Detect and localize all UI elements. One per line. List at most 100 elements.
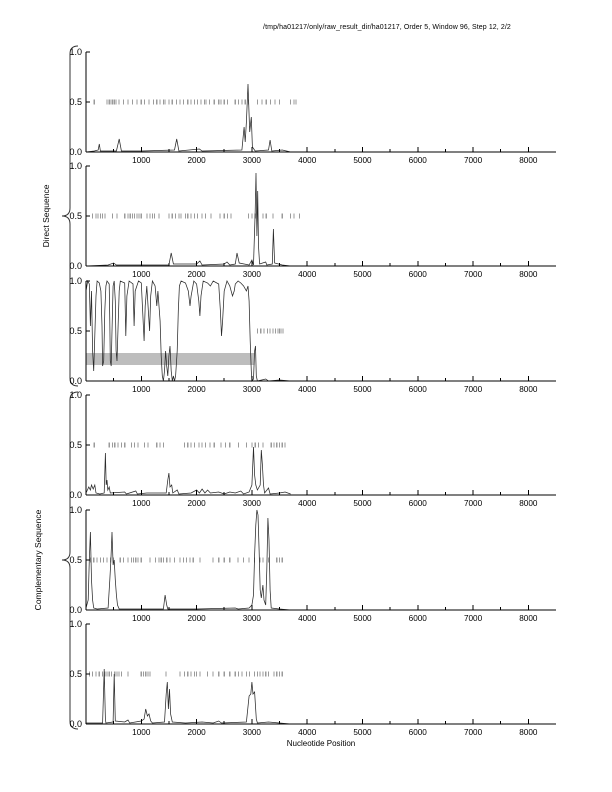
svg-text:7000: 7000: [464, 156, 483, 165]
svg-text:6000: 6000: [409, 156, 428, 165]
coding-potential-line: [85, 446, 291, 495]
svg-text:3000: 3000: [243, 156, 262, 165]
svg-text:8000: 8000: [519, 385, 538, 394]
svg-text:3000: 3000: [243, 728, 262, 737]
svg-text:5000: 5000: [353, 614, 372, 623]
svg-text:1.0: 1.0: [69, 390, 82, 400]
svg-text:2000: 2000: [187, 499, 206, 508]
y-tick-labels: 0.0 0.5 1.0: [69, 161, 82, 271]
svg-text:2000: 2000: [187, 270, 206, 279]
svg-text:0.0: 0.0: [69, 605, 82, 615]
coding-potential-line: [85, 172, 291, 267]
svg-text:8000: 8000: [519, 156, 538, 165]
svg-text:4000: 4000: [298, 385, 317, 394]
svg-text:0.0: 0.0: [69, 147, 82, 157]
svg-text:8000: 8000: [519, 270, 538, 279]
svg-text:7000: 7000: [464, 499, 483, 508]
panel-direct-frame-3-plot: 1000 2000 3000 4000 5000 6000 7000 8000 0.0 0.5 1.…: [69, 276, 556, 394]
codon-marker-row: [93, 99, 297, 105]
plot-title: /tmp/ha01217/only/raw_result_dir/ha01217…: [263, 24, 511, 31]
axes: [85, 623, 556, 725]
panel-direct-frame-1: 1000 2000 3000 4000 5000 6000 7000 8000 0.0 0.5 1.…: [60, 47, 560, 168]
svg-text:6000: 6000: [409, 270, 428, 279]
svg-text:0.0: 0.0: [69, 719, 82, 729]
svg-text:0.5: 0.5: [69, 440, 82, 450]
panel-complementary-frame-1: 1000 2000 3000 4000 5000 6000 7000 8000 0.0 0.5 1.…: [60, 390, 560, 511]
svg-text:6000: 6000: [409, 385, 428, 394]
svg-text:8000: 8000: [519, 728, 538, 737]
svg-text:1000: 1000: [132, 385, 151, 394]
svg-text:5000: 5000: [353, 270, 372, 279]
x-tick-labels: 1000 2000 3000 4000 5000 6000 7000 8000: [132, 614, 538, 623]
x-tick-labels: 1000 2000 3000 4000 5000 6000 7000 8000: [132, 385, 538, 394]
svg-text:7000: 7000: [464, 728, 483, 737]
svg-text:1000: 1000: [132, 270, 151, 279]
panel-direct-frame-1-plot: 1000 2000 3000 4000 5000 6000 7000 8000 0.0 0.5 1.…: [69, 47, 556, 165]
svg-text:7000: 7000: [464, 614, 483, 623]
svg-text:7000: 7000: [464, 270, 483, 279]
y-tick-labels: 0.0 0.5 1.0: [69, 390, 82, 500]
svg-text:3000: 3000: [243, 385, 262, 394]
panel-complementary-frame-2-plot: 1000 2000 3000 4000 5000 6000 7000 8000 0.0 0.5 1.…: [69, 505, 556, 623]
svg-text:4000: 4000: [298, 156, 317, 165]
svg-text:8000: 8000: [519, 499, 538, 508]
svg-text:3000: 3000: [243, 270, 262, 279]
svg-text:0.5: 0.5: [69, 555, 82, 565]
y-tick-labels: 0.0 0.5 1.0: [69, 619, 82, 729]
svg-text:1.0: 1.0: [69, 47, 82, 57]
svg-text:6000: 6000: [409, 499, 428, 508]
coding-potential-line: [85, 509, 291, 611]
svg-text:0.5: 0.5: [69, 669, 82, 679]
svg-text:6000: 6000: [409, 728, 428, 737]
codon-marker-row: [88, 671, 283, 677]
svg-text:2000: 2000: [187, 385, 206, 394]
svg-text:1.0: 1.0: [69, 276, 82, 286]
svg-text:4000: 4000: [298, 499, 317, 508]
axes: [85, 165, 556, 267]
svg-text:1000: 1000: [132, 499, 151, 508]
codon-marker-row: [256, 328, 284, 334]
svg-text:1000: 1000: [132, 156, 151, 165]
x-axis-title: Nucleotide Position: [286, 739, 356, 748]
axes: [85, 394, 556, 496]
complementary-sequence-label: Complementary Sequence: [33, 509, 43, 611]
panel-complementary-frame-3: 1000 2000 3000 4000 5000 6000 7000 8000 0.0 0.5 1.…: [60, 619, 560, 740]
y-tick-labels: 0.0 0.5 1.0: [69, 47, 82, 157]
direct-sequence-label: Direct Sequence: [41, 184, 51, 248]
y-tick-labels: 0.0 0.5 1.0: [69, 505, 82, 615]
svg-text:3000: 3000: [243, 614, 262, 623]
x-tick-labels: 1000 2000 3000 4000 5000 6000 7000 8000: [132, 270, 538, 279]
svg-text:6000: 6000: [409, 614, 428, 623]
svg-text:1.0: 1.0: [69, 505, 82, 515]
axes: [85, 280, 556, 382]
svg-text:0.0: 0.0: [69, 376, 82, 386]
svg-text:0.0: 0.0: [69, 261, 82, 271]
codon-marker-row: [89, 557, 283, 563]
panel-direct-frame-3: 1000 2000 3000 4000 5000 6000 7000 8000 0.0 0.5 1.…: [60, 276, 560, 397]
svg-text:0.0: 0.0: [69, 490, 82, 500]
svg-text:8000: 8000: [519, 614, 538, 623]
svg-text:3000: 3000: [243, 499, 262, 508]
panel-complementary-frame-1-plot: 1000 2000 3000 4000 5000 6000 7000 8000 0.0 0.5 1.…: [69, 390, 556, 508]
panel-complementary-frame-2: 1000 2000 3000 4000 5000 6000 7000 8000 0.0 0.5 1.…: [60, 505, 560, 626]
x-tick-labels: 1000 2000 3000 4000 5000 6000 7000 8000: [132, 499, 538, 508]
codon-marker-row: [93, 442, 286, 448]
svg-text:1.0: 1.0: [69, 161, 82, 171]
svg-text:0.5: 0.5: [69, 326, 82, 336]
svg-text:0.5: 0.5: [69, 211, 82, 221]
svg-text:5000: 5000: [353, 499, 372, 508]
coding-potential-line: [85, 279, 291, 382]
x-tick-labels: 1000 2000 3000 4000 5000 6000 7000 8000: [132, 156, 538, 165]
svg-text:7000: 7000: [464, 385, 483, 394]
svg-text:4000: 4000: [298, 614, 317, 623]
axes: [85, 509, 556, 611]
coding-potential-line: [86, 668, 291, 725]
svg-text:2000: 2000: [187, 728, 206, 737]
svg-text:0.5: 0.5: [69, 97, 82, 107]
codon-marker-row: [92, 213, 300, 219]
svg-text:5000: 5000: [353, 385, 372, 394]
svg-text:1000: 1000: [132, 728, 151, 737]
panel-direct-frame-2-plot: 1000 2000 3000 4000 5000 6000 7000 8000 0.0 0.5 1.…: [69, 161, 556, 279]
panel-complementary-frame-3-plot: 1000 2000 3000 4000 5000 6000 7000 8000 0.0 0.5 1.…: [69, 619, 556, 737]
